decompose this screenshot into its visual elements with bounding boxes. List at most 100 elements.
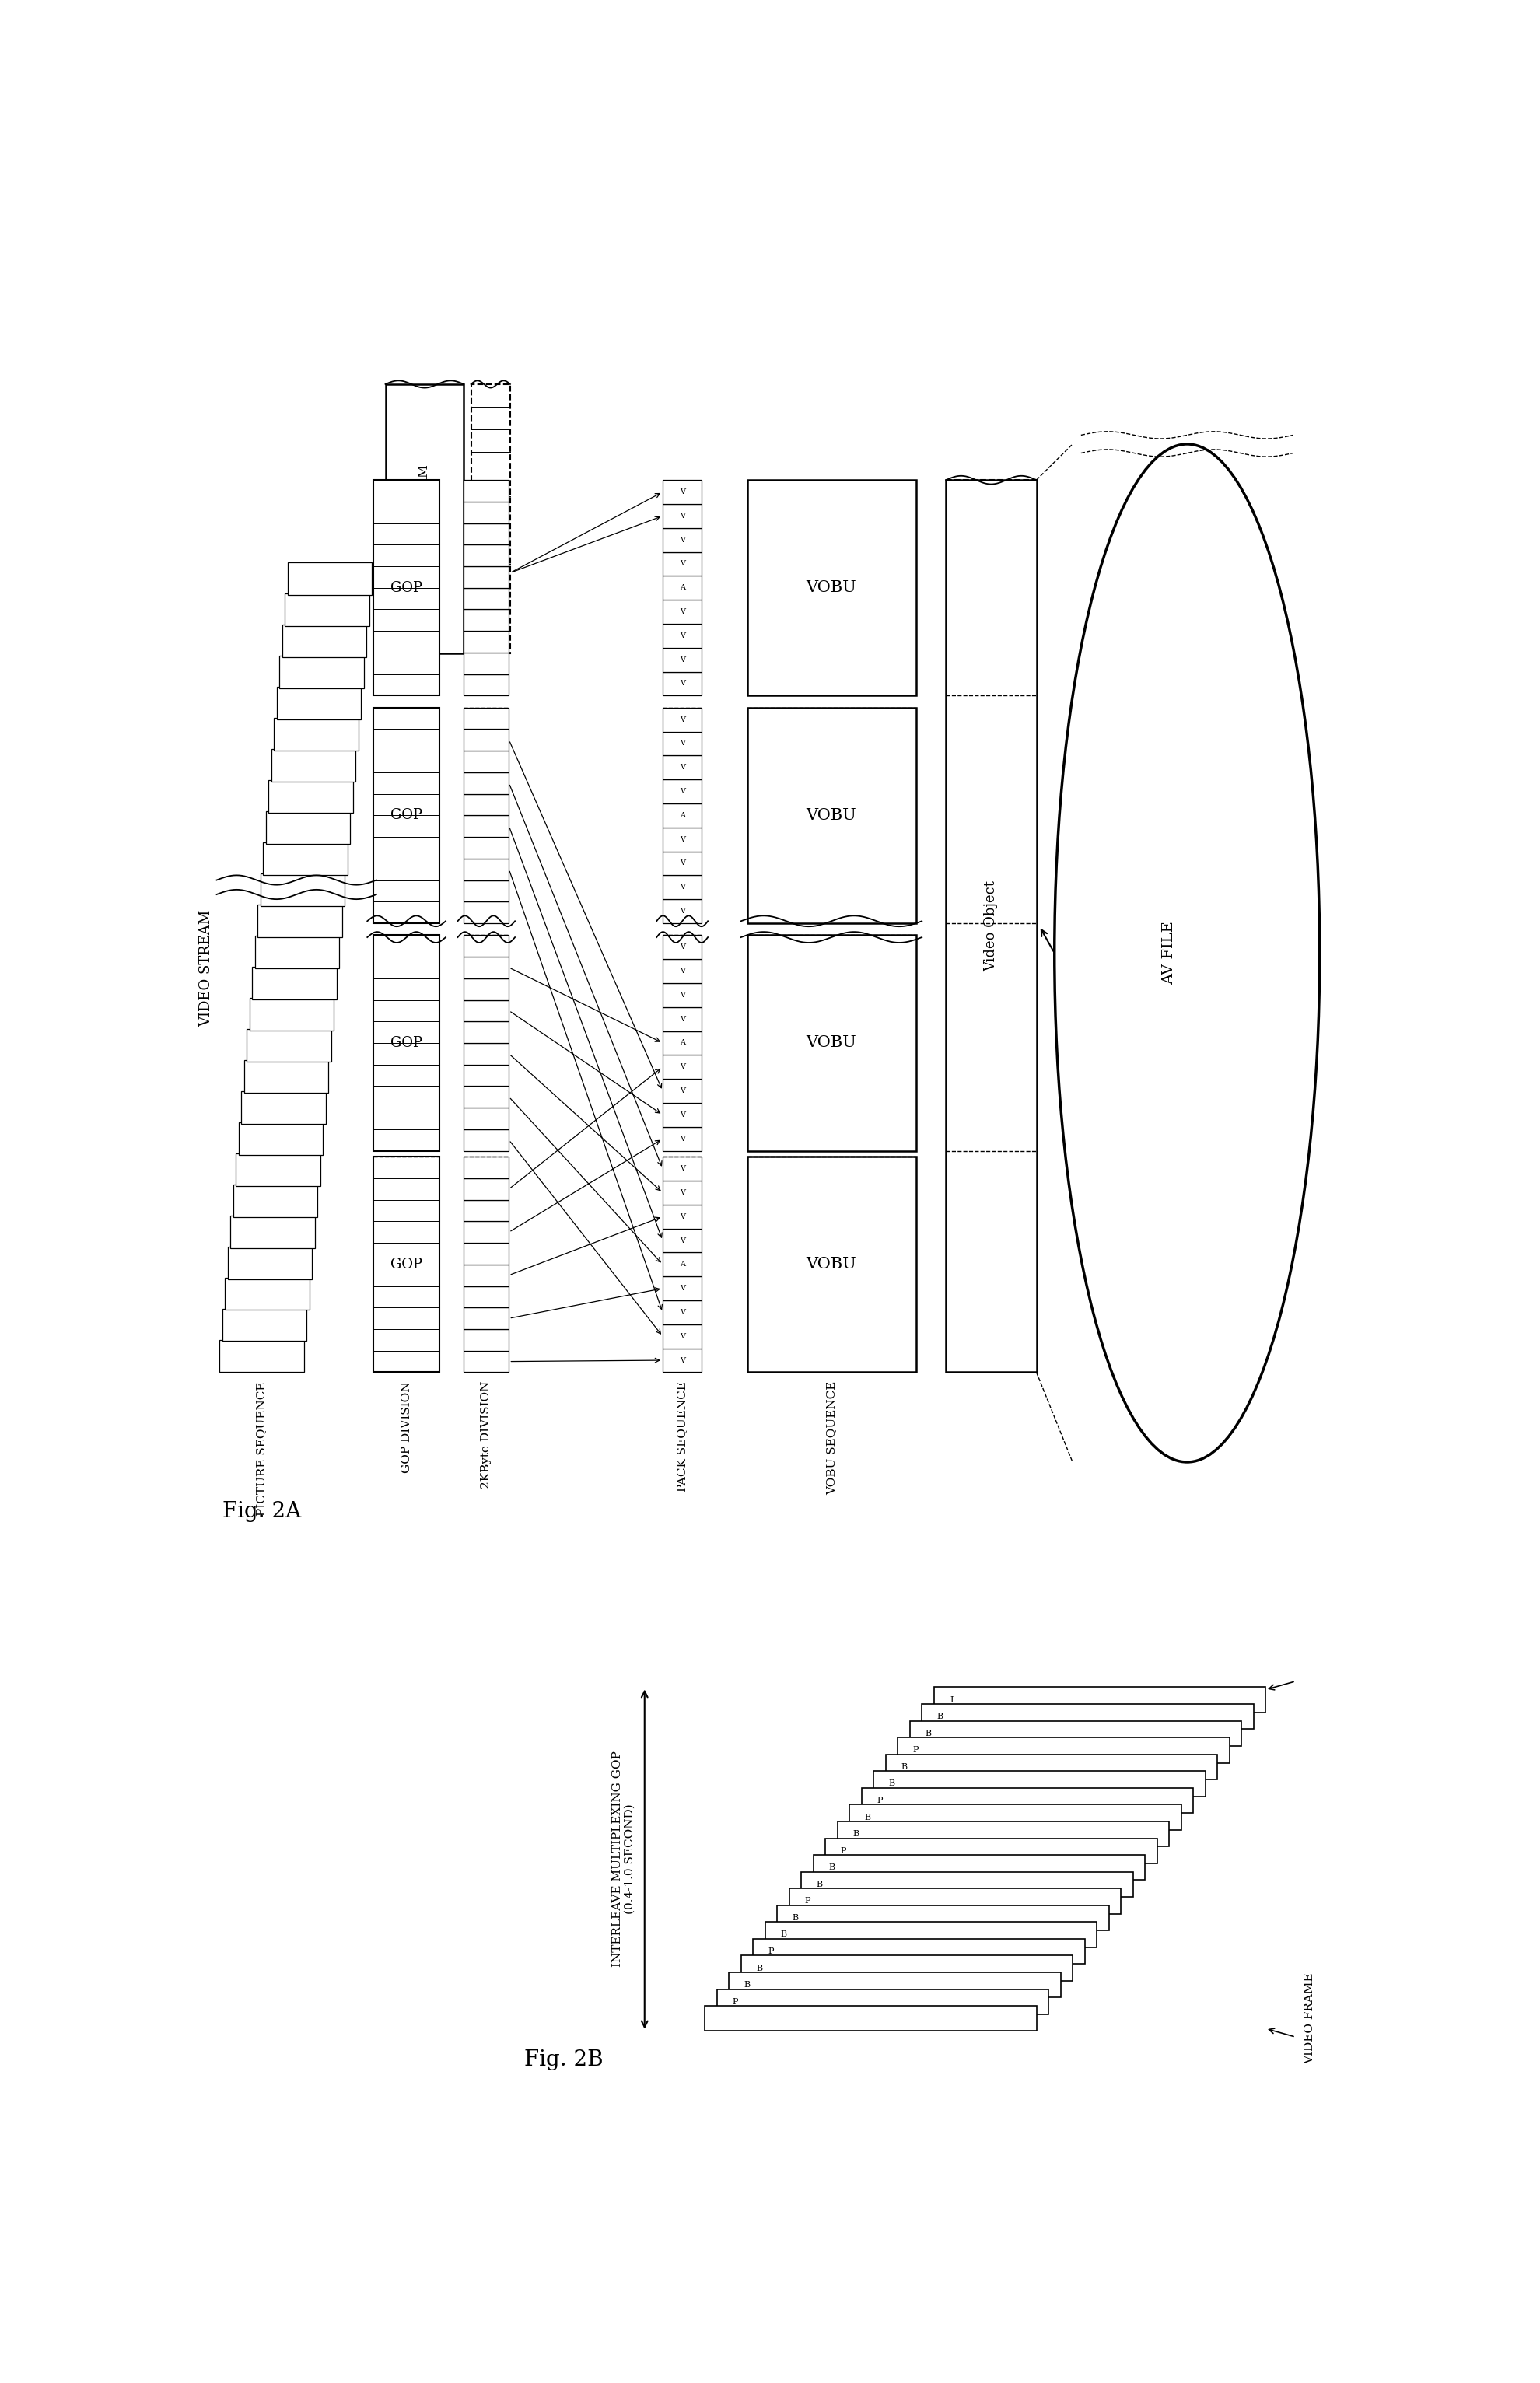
Bar [813,1854,1144,1880]
Bar [464,979,508,1001]
Text: VOBU: VOBU [807,808,856,822]
Text: B: B [889,1780,895,1787]
Bar [662,503,702,529]
Text: V: V [679,1213,685,1220]
Text: B: B [756,1964,762,1973]
Bar [464,1087,508,1108]
Bar [741,1956,1072,1980]
Bar [282,624,367,658]
Text: B: B [744,1980,750,1990]
Bar [464,934,508,956]
Bar [662,1230,702,1253]
Bar [464,1222,508,1244]
Text: A: A [679,813,685,820]
Text: P: P [876,1797,882,1804]
Text: VIDEO STREAM: VIDEO STREAM [200,910,214,1027]
Text: V: V [679,765,685,772]
Bar [747,708,916,922]
Text: Fig. 2B: Fig. 2B [524,2049,604,2071]
Bar [747,479,916,696]
Text: V: V [679,560,685,567]
Text: V: V [679,679,685,686]
Text: V: V [679,631,685,639]
Text: V: V [679,512,685,519]
Bar [753,1940,1084,1964]
Bar [220,1339,303,1373]
Bar [662,875,702,898]
Text: V: V [679,1063,685,1070]
Text: V: V [679,655,685,662]
Text: AV FILE: AV FILE [1163,922,1177,984]
Text: PICTURE SEQUENCE: PICTURE SEQUENCE [256,1382,268,1516]
Bar [464,772,508,794]
Bar [464,1265,508,1287]
Bar [464,956,508,979]
Bar [464,1244,508,1265]
Text: AUDIO STREAM: AUDIO STREAM [417,465,431,574]
Text: P: P [804,1897,810,1904]
Bar [249,998,334,1029]
Bar [662,1079,702,1103]
Bar [662,1349,702,1373]
Text: V: V [679,967,685,975]
Bar [236,1153,320,1187]
Text: B: B [781,1930,787,1937]
Bar [464,1130,508,1151]
Bar [662,934,702,958]
Bar [288,562,371,596]
Text: P: P [768,1947,775,1956]
Bar [242,1091,326,1122]
Bar [464,901,508,922]
Bar [801,1871,1133,1897]
Bar [231,1215,314,1249]
Bar [464,524,508,546]
Text: Fig. 2A: Fig. 2A [223,1501,302,1523]
Bar [464,500,508,524]
Bar [373,1156,439,1373]
Bar [728,1973,1061,1997]
Bar [886,1754,1217,1780]
Bar [464,1287,508,1308]
Bar [266,810,350,844]
Text: B: B [924,1730,932,1737]
Text: V: V [679,536,685,543]
Text: V: V [679,715,685,722]
Bar [662,803,702,827]
Bar [662,1325,702,1349]
Text: P: P [732,1997,738,2006]
Bar [662,1253,702,1277]
Text: GOP DIVISION: GOP DIVISION [400,1382,411,1473]
Bar [464,858,508,879]
Bar [861,1787,1194,1813]
Bar [662,1103,702,1127]
Bar [662,648,702,672]
Bar [373,934,439,1151]
Bar [747,1156,916,1373]
Bar [946,479,1036,1373]
Text: V: V [679,908,685,915]
Bar [910,1721,1241,1747]
Text: V: V [679,1284,685,1292]
Bar [662,1127,702,1151]
Bar [464,1156,508,1177]
Bar [662,958,702,984]
Bar [662,1301,702,1325]
Bar [662,601,702,624]
Bar [662,851,702,875]
Text: V: V [679,1015,685,1022]
Bar [274,717,359,751]
Bar [825,1837,1157,1864]
Bar [898,1737,1229,1763]
Bar [838,1821,1169,1847]
Bar [922,1704,1254,1730]
Text: B: B [901,1763,907,1771]
Text: V: V [679,1308,685,1315]
Text: VOBU: VOBU [807,1258,856,1273]
Text: A: A [679,1039,685,1046]
Bar [464,479,508,500]
Text: B: B [816,1880,822,1887]
Bar [464,546,508,567]
Text: V: V [679,1134,685,1141]
Bar [662,732,702,755]
Bar [285,593,370,627]
